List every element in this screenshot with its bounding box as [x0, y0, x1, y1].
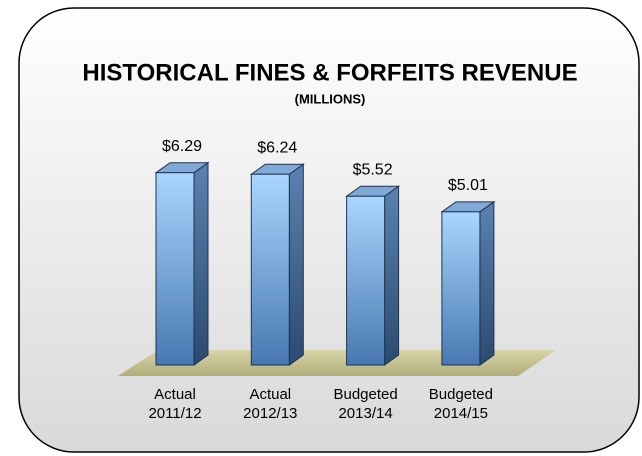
x-tick-label: Actual 2012/13: [243, 386, 298, 422]
chart-title: HISTORICAL FINES & FORFEITS REVENUE: [82, 59, 577, 86]
bar: [250, 173, 290, 366]
x-tick-label: Budgeted 2014/15: [428, 386, 493, 422]
bar-side: [193, 161, 209, 366]
value-label: $6.24: [257, 139, 297, 156]
bar-side: [384, 185, 400, 366]
x-tick-label: Actual 2011/12: [148, 386, 202, 422]
bar-side: [288, 163, 304, 366]
bar: [441, 211, 481, 366]
x-tick-label: Budgeted 2013/14: [333, 386, 398, 422]
value-label: $5.52: [353, 161, 393, 178]
bar: [155, 172, 195, 366]
bar-side: [479, 200, 495, 366]
bar: [346, 195, 386, 366]
value-label: $5.01: [448, 177, 488, 194]
value-label: $6.29: [162, 138, 202, 155]
chart-subtitle: (MILLIONS): [295, 91, 366, 106]
